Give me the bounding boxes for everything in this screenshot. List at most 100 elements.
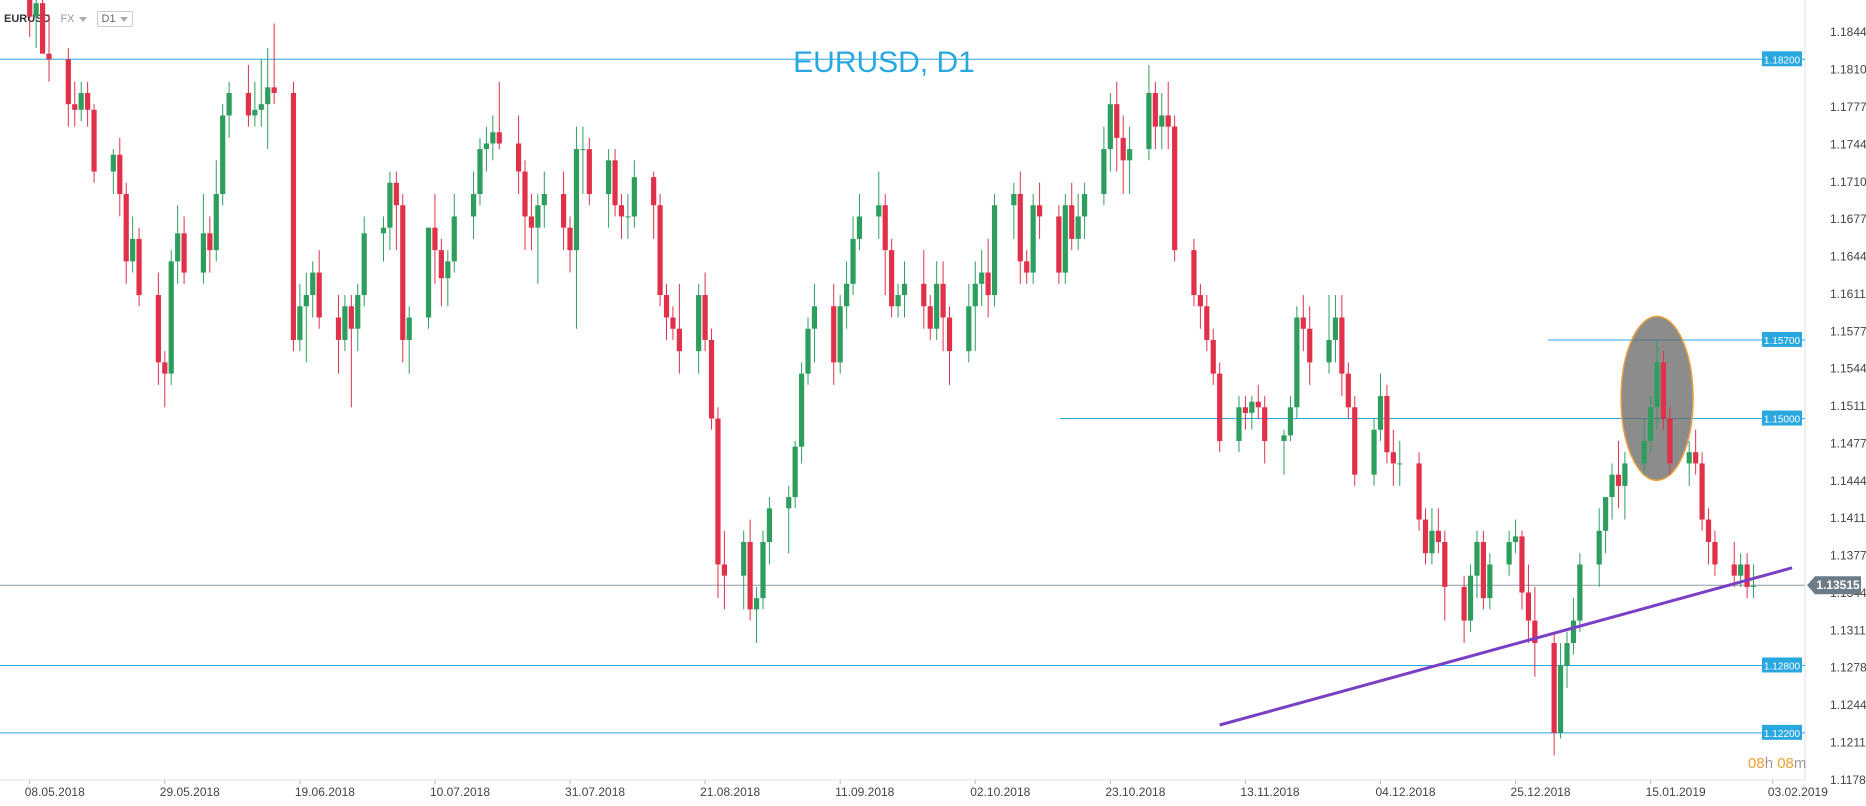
level-tag bbox=[1762, 410, 1802, 426]
candle-body bbox=[1062, 205, 1068, 273]
candle-body bbox=[991, 205, 998, 296]
candle-body bbox=[606, 160, 612, 195]
y-tick-label: 1.12114 bbox=[1830, 736, 1866, 750]
candle bbox=[1744, 553, 1750, 599]
candle bbox=[1429, 508, 1435, 565]
candle bbox=[1693, 429, 1699, 475]
candle bbox=[136, 227, 142, 307]
candle bbox=[110, 149, 116, 195]
candle bbox=[245, 64, 252, 127]
candle-body bbox=[297, 306, 303, 340]
x-tick-label: 29.05.2018 bbox=[160, 785, 220, 799]
candle-body bbox=[1422, 519, 1429, 554]
candle-body bbox=[1667, 418, 1673, 464]
candle bbox=[1390, 429, 1396, 486]
candle-body bbox=[181, 233, 187, 273]
candle bbox=[1107, 92, 1113, 172]
candle-body bbox=[1603, 497, 1609, 531]
y-tick-label: 1.15444 bbox=[1830, 362, 1866, 376]
candle-body bbox=[1075, 216, 1081, 239]
symbol-label[interactable]: EURUSD bbox=[4, 13, 51, 25]
candle bbox=[1120, 115, 1126, 195]
candle-body bbox=[477, 149, 483, 195]
candle bbox=[1082, 182, 1088, 239]
candle bbox=[715, 407, 721, 599]
timeframe-selector[interactable]: D1 bbox=[96, 11, 133, 27]
candle-body bbox=[361, 233, 367, 296]
candle-body bbox=[1480, 542, 1486, 599]
candle bbox=[490, 115, 496, 161]
candle-body bbox=[1172, 126, 1178, 251]
candle-body bbox=[1236, 407, 1242, 441]
candle bbox=[226, 81, 232, 138]
candle-body bbox=[1332, 317, 1339, 340]
candle bbox=[567, 216, 573, 273]
candle bbox=[934, 261, 940, 340]
candle bbox=[856, 194, 863, 251]
chart-toolbar: EURUSD FX D1 bbox=[4, 8, 133, 30]
candle-body bbox=[136, 238, 142, 296]
candle-body bbox=[895, 295, 901, 307]
candle-body bbox=[1467, 575, 1474, 621]
candle-body bbox=[1705, 519, 1712, 543]
y-tick-label: 1.12780 bbox=[1830, 661, 1866, 675]
candle-body bbox=[387, 182, 393, 228]
candle bbox=[535, 194, 541, 284]
candle bbox=[477, 137, 483, 206]
candle-body bbox=[946, 317, 953, 352]
candle-body bbox=[1069, 205, 1075, 239]
candle-body bbox=[252, 109, 258, 116]
candle bbox=[612, 149, 618, 217]
candle bbox=[393, 171, 399, 251]
candle bbox=[1615, 440, 1622, 509]
candle bbox=[1416, 452, 1422, 531]
candle-body bbox=[515, 143, 522, 172]
candle bbox=[1127, 126, 1133, 195]
candle-body bbox=[882, 205, 888, 251]
level-label: 1.18200 bbox=[1764, 55, 1801, 66]
candle bbox=[1345, 362, 1351, 419]
candle-body bbox=[1287, 407, 1294, 436]
candle-body bbox=[856, 216, 863, 239]
candle-body bbox=[1204, 306, 1210, 340]
candle bbox=[1648, 396, 1654, 453]
candle-body bbox=[1519, 536, 1525, 593]
candle bbox=[876, 171, 882, 239]
candle-body bbox=[1738, 564, 1744, 576]
candle-body bbox=[406, 317, 412, 340]
candle-body bbox=[889, 250, 895, 307]
candle-body bbox=[213, 194, 219, 251]
market-selector[interactable]: FX bbox=[60, 13, 87, 25]
candle bbox=[1017, 171, 1023, 284]
candle-body bbox=[1127, 149, 1133, 161]
candle-body bbox=[1056, 216, 1062, 273]
candle bbox=[168, 250, 174, 385]
market-label: FX bbox=[60, 13, 75, 25]
candle-body bbox=[258, 104, 264, 110]
candle-body bbox=[1744, 564, 1750, 587]
candle-body bbox=[1120, 137, 1126, 161]
candle-body bbox=[348, 306, 354, 329]
candle-body bbox=[1082, 194, 1088, 217]
candle-body bbox=[245, 92, 252, 116]
candle bbox=[220, 104, 226, 206]
candle-body bbox=[1352, 407, 1358, 475]
candle bbox=[560, 171, 567, 251]
candle bbox=[310, 261, 316, 318]
candle-body bbox=[1107, 104, 1113, 150]
candle bbox=[972, 261, 978, 352]
candle-body bbox=[721, 564, 727, 576]
candle-body bbox=[1648, 407, 1654, 441]
candle bbox=[1686, 440, 1692, 486]
candle bbox=[65, 48, 71, 127]
candle-body bbox=[1622, 463, 1628, 486]
candle bbox=[901, 261, 908, 318]
candle-body bbox=[831, 306, 837, 363]
candle bbox=[297, 283, 303, 352]
candle bbox=[406, 306, 412, 374]
candle bbox=[741, 530, 747, 610]
candle bbox=[1480, 530, 1486, 610]
candle-body bbox=[676, 328, 682, 352]
candle bbox=[747, 519, 753, 621]
